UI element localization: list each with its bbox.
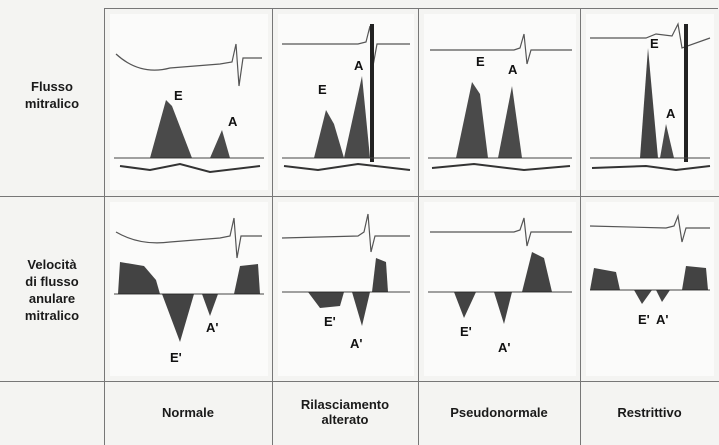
annular-velocity-panel-normal: E' A' xyxy=(110,202,268,376)
wave-label-a: A xyxy=(666,106,676,121)
e-wave xyxy=(456,82,488,158)
annular-velocity-trace-restrictive: E' A' xyxy=(589,213,710,327)
systolic-wave xyxy=(372,258,388,292)
wave-label-e: E xyxy=(174,88,183,103)
col-label-line: Pseudonormale xyxy=(450,404,548,420)
ecg-trace xyxy=(590,22,711,49)
wave-label-e: E xyxy=(476,54,485,69)
systolic-wave-late xyxy=(682,266,708,290)
wave-label-e-prime: E' xyxy=(324,314,336,329)
wave-label-e-prime: E' xyxy=(170,350,182,365)
wave-label-a: A xyxy=(508,62,518,77)
systolic-wave xyxy=(590,268,620,290)
wave-label-a-prime: A' xyxy=(656,312,668,327)
col-label-line: Rilasciamento xyxy=(300,397,390,412)
mitral-flow-panel-pseudonormal: E A xyxy=(424,14,576,190)
systolic-wave xyxy=(118,262,160,294)
mitral-flow-trace-pseudonormal: E A xyxy=(428,33,572,172)
mitral-flow-panel-restrictive: E A xyxy=(586,14,714,190)
row-label-mitral-flow: Flusso mitralico xyxy=(0,78,104,112)
e-prime-wave xyxy=(454,292,476,318)
col-label-normal: Normale xyxy=(104,392,272,432)
mitral-flow-trace-restrictive: E A xyxy=(590,22,711,172)
annular-velocity-trace-pseudonormal: E' A' xyxy=(428,217,572,355)
a-prime-wave xyxy=(494,292,512,324)
noise-below xyxy=(591,164,711,172)
row-label-annular-velocity: Velocità di flusso anulare mitralico xyxy=(0,256,104,324)
ecg-trace xyxy=(115,43,262,87)
header-divider xyxy=(0,381,719,382)
e-wave xyxy=(150,100,192,158)
wave-label-e: E xyxy=(318,82,327,97)
ecg-trace xyxy=(589,213,710,243)
a-wave xyxy=(210,130,230,158)
noise-below xyxy=(119,162,261,174)
annular-velocity-trace-normal: E' A' xyxy=(114,217,264,365)
wave-label-e-prime: E' xyxy=(460,324,472,339)
annular-velocity-panel-impaired-relaxation: E' A' xyxy=(278,202,414,376)
noise-below xyxy=(283,162,411,172)
col-label-line: alterato xyxy=(321,412,369,427)
row-label-line: mitralico xyxy=(24,308,80,323)
col-label-restrictive: Restrittivo xyxy=(580,392,719,432)
a-wave xyxy=(344,76,370,158)
a-prime-wave xyxy=(656,290,670,302)
e-prime-wave xyxy=(634,290,652,304)
col-divider-1 xyxy=(272,8,273,445)
wave-label-a: A xyxy=(228,114,238,129)
wave-label-e-prime: E' xyxy=(638,312,650,327)
wave-label-a: A xyxy=(354,58,364,73)
a-wave xyxy=(498,86,522,158)
a-prime-wave xyxy=(202,294,218,316)
row-label-line: di flusso xyxy=(25,274,79,289)
wave-label-a-prime: A' xyxy=(498,340,510,355)
a-prime-wave xyxy=(352,292,370,326)
e-wave xyxy=(640,48,658,158)
ecg-trace xyxy=(282,25,410,67)
wave-label-a-prime: A' xyxy=(206,320,218,335)
row-label-line: anulare xyxy=(28,291,76,306)
col-label-line: Normale xyxy=(161,404,215,420)
systolic-wave-late xyxy=(234,264,260,294)
marker-line xyxy=(370,24,374,162)
row-label-line: mitralico xyxy=(24,96,80,111)
col-label-line: Restrittivo xyxy=(617,404,682,420)
wave-label-a-prime: A' xyxy=(350,336,362,351)
top-border xyxy=(104,8,718,9)
col-divider-2 xyxy=(418,8,419,445)
ecg-trace xyxy=(430,217,572,247)
e-prime-wave xyxy=(162,294,194,342)
e-prime-wave xyxy=(308,292,344,308)
col-label-impaired-relaxation: Rilasciamento alterato xyxy=(272,392,418,432)
annular-velocity-panel-restrictive: E' A' xyxy=(586,202,714,376)
mitral-flow-panel-normal: E A xyxy=(110,14,268,190)
wave-label-e: E xyxy=(650,36,659,51)
mitral-flow-trace-impaired-relaxation: E A xyxy=(282,24,411,172)
annular-velocity-panel-pseudonormal: E' A' xyxy=(424,202,576,376)
noise-below xyxy=(431,162,571,172)
row-label-line: Flusso xyxy=(31,79,73,94)
row-divider xyxy=(0,196,719,197)
a-wave xyxy=(660,124,674,158)
col-label-pseudonormal: Pseudonormale xyxy=(418,392,580,432)
marker-line xyxy=(684,24,688,162)
ecg-trace xyxy=(430,33,572,65)
ecg-trace xyxy=(281,213,410,253)
e-wave xyxy=(314,110,344,158)
systolic-wave xyxy=(522,252,552,292)
col-divider-0 xyxy=(104,8,105,445)
mitral-flow-panel-impaired-relaxation: E A xyxy=(278,14,414,190)
col-divider-3 xyxy=(580,8,581,445)
ecg-trace xyxy=(115,217,262,259)
mitral-flow-trace-normal: E A xyxy=(114,43,264,174)
annular-velocity-trace-impaired-relaxation: E' A' xyxy=(281,213,410,351)
row-label-line: Velocità xyxy=(27,257,77,272)
